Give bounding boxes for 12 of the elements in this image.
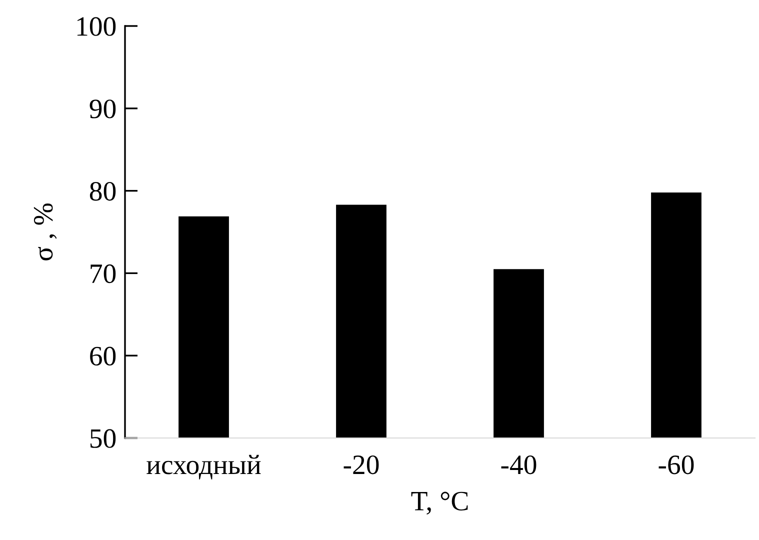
y-axis-title: σ , % [34, 203, 57, 260]
y-tick-label: 80 [90, 182, 116, 201]
y-tick-label: 100 [77, 17, 116, 36]
x-axis-title: T, °C [411, 492, 468, 515]
y-tick-label: 60 [90, 346, 116, 366]
x-tick-label: -60 [658, 455, 694, 474]
y-tick-label: 90 [90, 100, 116, 118]
x-tick-label: исходный [146, 454, 261, 480]
x-tick-label: -20 [344, 455, 379, 474]
y-tick-label: 70 [90, 264, 116, 284]
y-tick-label: 50 [90, 429, 116, 448]
x-tick-label: -40 [501, 455, 536, 474]
